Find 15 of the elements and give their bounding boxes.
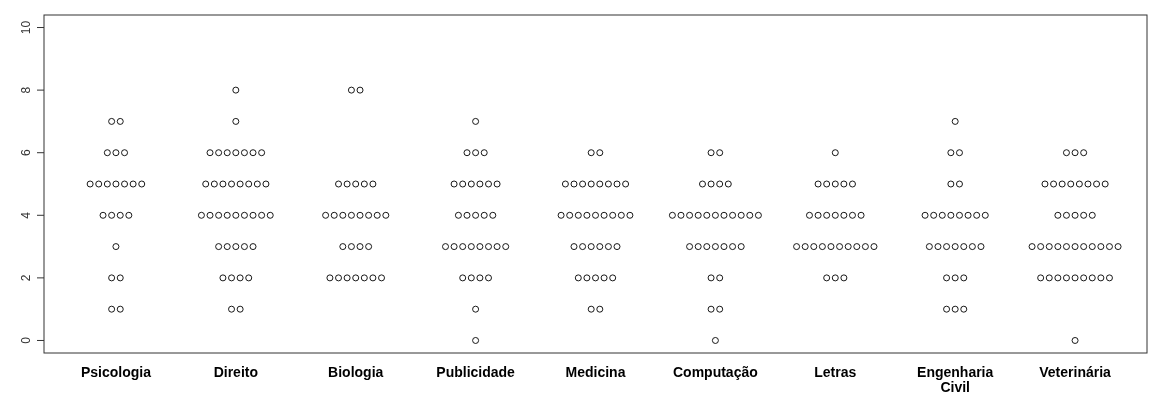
- y-tick-label: 6: [19, 149, 33, 157]
- x-tick-label: Computação: [672, 364, 758, 380]
- y-tick-label: 4: [19, 211, 33, 219]
- y-tick-label: 10: [19, 20, 33, 35]
- x-tick-label: Engenharia Civil: [917, 364, 994, 395]
- y-tick-label: 0: [19, 336, 33, 344]
- y-tick-label: 8: [19, 86, 33, 94]
- x-tick-label: Psicologia: [80, 364, 152, 380]
- x-tick-label: Direito: [213, 364, 258, 380]
- y-tick-label: 2: [19, 274, 33, 282]
- x-tick-label: Veterinária: [1039, 364, 1112, 380]
- x-tick-label: Publicidade: [436, 364, 516, 380]
- x-tick-label: Letras: [814, 364, 857, 380]
- x-tick-label: Biologia: [328, 364, 384, 380]
- x-tick-label: Medicina: [565, 364, 626, 380]
